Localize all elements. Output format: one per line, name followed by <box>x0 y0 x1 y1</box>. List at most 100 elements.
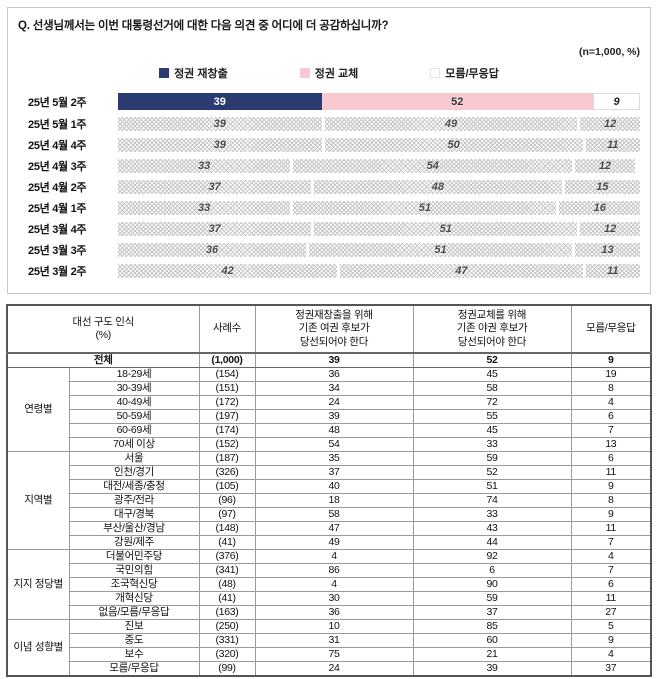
header-dont-know: 모름/무응답 <box>570 304 652 354</box>
legend-item: 모름/무응답 <box>430 65 499 81</box>
row-value-change: 21 <box>412 647 572 662</box>
table-row: 60-69세 (174) 48 45 7 <box>7 423 652 438</box>
row-value-recreate: 40 <box>254 479 414 494</box>
bar-segment: 39 <box>118 116 322 131</box>
row-value-dontknow: 11 <box>570 521 652 536</box>
row-value-recreate: 18 <box>254 493 414 508</box>
legend-item: 정권 재창출 <box>159 65 228 81</box>
row-n: (152) <box>198 437 256 452</box>
pink-swatch-icon <box>299 68 310 78</box>
bar-segment: 12 <box>572 158 635 173</box>
table-row: 조국혁신당 (48) 4 90 6 <box>7 577 652 592</box>
table-row: 개혁신당 (41) 30 59 11 <box>7 591 652 606</box>
row-n: (197) <box>198 409 256 424</box>
row-n: (96) <box>198 493 256 508</box>
row-value-recreate: 54 <box>254 437 414 452</box>
row-value-change: 43 <box>412 521 572 536</box>
chart-row-label: 25년 4월 4주 <box>28 139 87 152</box>
row-label: 70세 이상 <box>68 437 200 452</box>
row-label: 더불어민주당 <box>68 549 200 564</box>
bar-segment: 52 <box>321 93 594 110</box>
row-label: 개혁신당 <box>68 591 200 606</box>
stacked-bar: 39 49 12 <box>118 116 640 131</box>
chart-row: 25년 3월 4주 37 51 12 <box>18 218 640 239</box>
bar-segment: 49 <box>321 116 578 131</box>
poll-chart-panel: Q. 선생님께서는 이번 대통령선거에 대한 다음 의견 중 어디에 더 공감하… <box>7 7 651 294</box>
row-value-change: 90 <box>412 577 572 592</box>
row-n: (341) <box>198 563 256 578</box>
row-value-dontknow: 9 <box>570 633 652 648</box>
stacked-bar: 37 51 12 <box>118 221 640 236</box>
row-value-change: 39 <box>412 661 572 677</box>
row-label: 진보 <box>68 619 200 634</box>
bar-value: 48 <box>431 180 445 193</box>
legend-item: 정권 교체 <box>299 65 359 81</box>
bar-segment: 39 <box>118 137 322 152</box>
bar-value: 13 <box>601 243 614 256</box>
bar-segment: 39 <box>118 93 322 110</box>
chart-row: 25년 3월 2주 42 47 11 <box>18 260 640 281</box>
row-value-recreate: 4 <box>254 577 414 592</box>
bar-segment: 9 <box>593 93 640 110</box>
chart-row-label: 25년 4월 3주 <box>28 160 87 173</box>
chart-row: 25년 4월 1주 33 51 16 <box>18 197 640 218</box>
bar-segment: 42 <box>118 263 338 278</box>
bar-value: 51 <box>439 222 452 235</box>
row-label: 광주/전라 <box>68 493 200 508</box>
table-row: 국민의힘 (341) 86 6 7 <box>7 563 652 578</box>
row-value-recreate: 36 <box>254 367 414 382</box>
row-value-recreate: 47 <box>254 521 414 536</box>
row-value-dontknow: 7 <box>570 535 652 550</box>
legend: 정권 재창출 정권 교체 모름/무응답 <box>18 65 640 81</box>
total-value-recreate: 39 <box>254 352 414 368</box>
bar-value: 37 <box>208 222 221 235</box>
row-n: (331) <box>198 633 256 648</box>
row-label: 인천/경기 <box>68 465 200 480</box>
bar-value: 15 <box>596 180 609 193</box>
bar-segment: 54 <box>290 158 573 173</box>
row-label: 모름/무응답 <box>68 661 200 677</box>
row-value-recreate: 24 <box>254 395 414 410</box>
total-value-change: 52 <box>412 352 572 368</box>
bar-value: 12 <box>604 222 617 235</box>
row-value-recreate: 58 <box>254 507 414 522</box>
row-value-dontknow: 13 <box>570 437 652 452</box>
row-value-dontknow: 5 <box>570 619 652 634</box>
row-value-recreate: 10 <box>254 619 414 634</box>
bar-value: 49 <box>444 117 458 130</box>
row-label: 60-69세 <box>68 423 200 438</box>
bar-value: 11 <box>607 264 619 277</box>
bar-value: 9 <box>613 95 620 108</box>
bar-value: 39 <box>213 138 226 151</box>
row-label: 50-59세 <box>68 409 200 424</box>
row-value-recreate: 75 <box>254 647 414 662</box>
row-value-dontknow: 6 <box>570 451 652 466</box>
row-n: (163) <box>198 605 256 620</box>
question-text: Q. 선생님께서는 이번 대통령선거에 대한 다음 의견 중 어디에 더 공감하… <box>18 20 389 32</box>
row-value-recreate: 36 <box>254 605 414 620</box>
chart-row: 25년 4월 3주 33 54 12 <box>18 155 640 176</box>
chart-row-label: 25년 4월 1주 <box>28 202 87 215</box>
group-label: 지역별 <box>6 451 70 550</box>
bar-value: 37 <box>208 180 221 193</box>
row-n: (154) <box>198 367 256 382</box>
hatch-swatch-icon <box>430 68 441 78</box>
row-value-dontknow: 4 <box>570 647 652 662</box>
row-label: 국민의힘 <box>68 563 200 578</box>
header-regime-recreate: 정권재창출을 위해 기존 여권 후보가 당선되어야 한다 <box>254 304 414 354</box>
group-label: 지지 정당별 <box>6 549 70 620</box>
table-row: 이념 성향별 진보 (250) 10 85 5 <box>6 619 652 677</box>
bar-segment: 48 <box>311 179 562 194</box>
bar-segment: 13 <box>572 242 640 257</box>
row-value-change: 52 <box>412 465 572 480</box>
row-value-change: 59 <box>412 591 572 606</box>
table-row: 광주/전라 (96) 18 74 8 <box>7 493 652 508</box>
chart-row-label: 25년 3월 3주 <box>28 244 87 257</box>
legend-label: 정권 교체 <box>314 68 359 80</box>
table-row: 대전/세종/충청 (105) 40 51 9 <box>7 479 652 494</box>
row-n: (174) <box>198 423 256 438</box>
total-row: 전체 (1,000) 39 52 9 <box>6 352 652 368</box>
row-label: 중도 <box>68 633 200 648</box>
total-n: (1,000) <box>198 352 256 368</box>
row-n: (99) <box>198 661 256 677</box>
